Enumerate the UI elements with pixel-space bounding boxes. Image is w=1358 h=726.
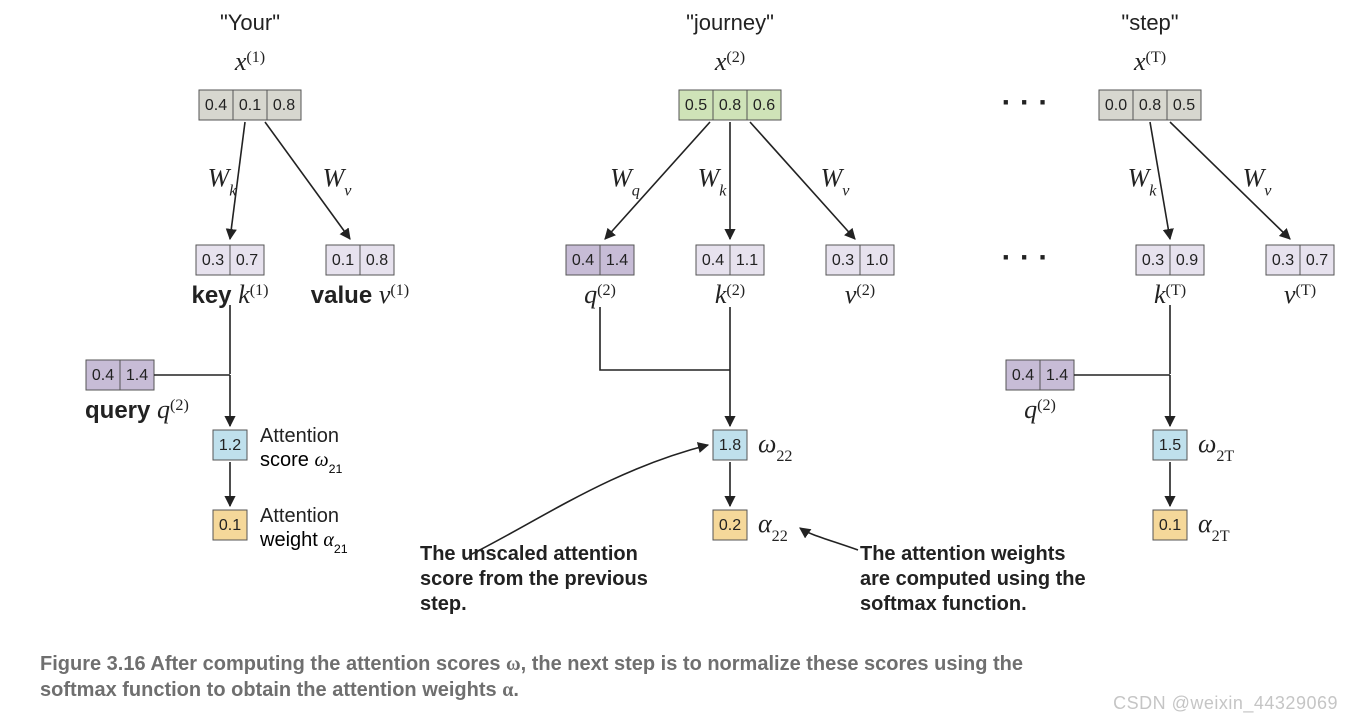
svg-text:0.3: 0.3 xyxy=(1272,252,1294,269)
svg-text:· · ·: · · · xyxy=(1002,241,1049,274)
svg-text:1.0: 1.0 xyxy=(866,252,888,269)
svg-text:0.4: 0.4 xyxy=(205,97,227,114)
svg-text:0.4: 0.4 xyxy=(92,367,114,384)
svg-text:1.4: 1.4 xyxy=(1046,367,1068,384)
svg-text:1.4: 1.4 xyxy=(126,367,148,384)
svg-text:The unscaled attention: The unscaled attention xyxy=(420,543,638,565)
svg-text:k(T): k(T) xyxy=(1154,280,1186,309)
svg-text:weight α21: weight α21 xyxy=(259,529,348,556)
svg-text:0.8: 0.8 xyxy=(273,97,295,114)
diagram-svg: "Your" x(1) 0.4 0.1 0.8 Wk Wv 0.3 0.7 0.1 0.8 key k… xyxy=(0,0,1358,726)
svg-text:The attention weights: The attention weights xyxy=(860,543,1066,565)
svg-text:Attention: Attention xyxy=(260,505,339,527)
svg-text:0.1: 0.1 xyxy=(219,517,241,534)
svg-text:v(T): v(T) xyxy=(1284,280,1316,309)
svg-text:softmax function.: softmax function. xyxy=(860,593,1027,615)
svg-text:step.: step. xyxy=(420,593,467,615)
svg-text:0.7: 0.7 xyxy=(236,252,258,269)
svg-text:Wv: Wv xyxy=(1243,164,1273,200)
svg-text:0.2: 0.2 xyxy=(719,517,741,534)
svg-text:Wv: Wv xyxy=(323,164,353,200)
diagram-root: "Your" x(1) 0.4 0.1 0.8 Wk Wv 0.3 0.7 0.1 0.8 key k… xyxy=(0,0,1358,726)
svg-text:x(T): x(T) xyxy=(1133,47,1166,76)
svg-text:0.4: 0.4 xyxy=(702,252,724,269)
svg-text:0.3: 0.3 xyxy=(832,252,854,269)
svg-text:0.1: 0.1 xyxy=(332,252,354,269)
svg-text:0.5: 0.5 xyxy=(685,97,707,114)
svg-text:"journey": "journey" xyxy=(686,10,774,35)
svg-text:ω2T: ω2T xyxy=(1198,429,1234,465)
svg-text:Attention: Attention xyxy=(260,425,339,447)
svg-text:0.5: 0.5 xyxy=(1173,97,1195,114)
svg-text:score ω21: score ω21 xyxy=(260,449,342,476)
svg-text:0.3: 0.3 xyxy=(1142,252,1164,269)
svg-text:key k(1): key k(1) xyxy=(191,280,268,309)
svg-text:0.6: 0.6 xyxy=(753,97,775,114)
svg-text:0.0: 0.0 xyxy=(1105,97,1127,114)
svg-text:1.1: 1.1 xyxy=(736,252,758,269)
svg-text:Wq: Wq xyxy=(610,164,640,200)
svg-text:"step": "step" xyxy=(1121,10,1178,35)
svg-text:· · ·: · · · xyxy=(1002,86,1049,119)
svg-text:k(2): k(2) xyxy=(715,280,745,309)
svg-text:are computed using the: are computed using the xyxy=(860,568,1086,590)
svg-text:Wk: Wk xyxy=(698,164,728,200)
svg-text:v(2): v(2) xyxy=(845,280,875,309)
svg-text:q(2): q(2) xyxy=(1024,395,1056,424)
svg-text:x(2): x(2) xyxy=(714,47,745,76)
svg-text:0.3: 0.3 xyxy=(202,252,224,269)
svg-text:0.1: 0.1 xyxy=(239,97,261,114)
svg-text:Wk: Wk xyxy=(208,164,238,200)
svg-text:0.4: 0.4 xyxy=(1012,367,1034,384)
svg-text:0.7: 0.7 xyxy=(1306,252,1328,269)
svg-text:1.8: 1.8 xyxy=(719,437,741,454)
svg-text:ω22: ω22 xyxy=(758,429,792,465)
svg-text:0.4: 0.4 xyxy=(572,252,594,269)
svg-text:x(1): x(1) xyxy=(234,47,265,76)
svg-text:1.4: 1.4 xyxy=(606,252,628,269)
svg-text:α22: α22 xyxy=(758,509,788,545)
svg-text:1.2: 1.2 xyxy=(219,437,241,454)
svg-text:0.8: 0.8 xyxy=(1139,97,1161,114)
svg-text:Wv: Wv xyxy=(821,164,851,200)
svg-text:value v(1): value v(1) xyxy=(311,280,409,309)
svg-text:"Your": "Your" xyxy=(220,10,280,35)
svg-text:0.8: 0.8 xyxy=(719,97,741,114)
svg-text:Wk: Wk xyxy=(1128,164,1158,200)
svg-text:α2T: α2T xyxy=(1198,509,1230,545)
svg-text:q(2): q(2) xyxy=(584,280,616,309)
svg-text:score from the previous: score from the previous xyxy=(420,568,648,590)
svg-text:1.5: 1.5 xyxy=(1159,437,1181,454)
svg-text:Figure 3.16 After computing: Figure 3.16 After computing the attentio… xyxy=(40,653,1023,675)
svg-text:softmax function to obtain the: softmax function to obtain the attention… xyxy=(40,679,519,701)
svg-text:0.9: 0.9 xyxy=(1176,252,1198,269)
svg-text:0.1: 0.1 xyxy=(1159,517,1181,534)
svg-text:query q(2): query q(2) xyxy=(85,395,189,424)
svg-text:0.8: 0.8 xyxy=(366,252,388,269)
